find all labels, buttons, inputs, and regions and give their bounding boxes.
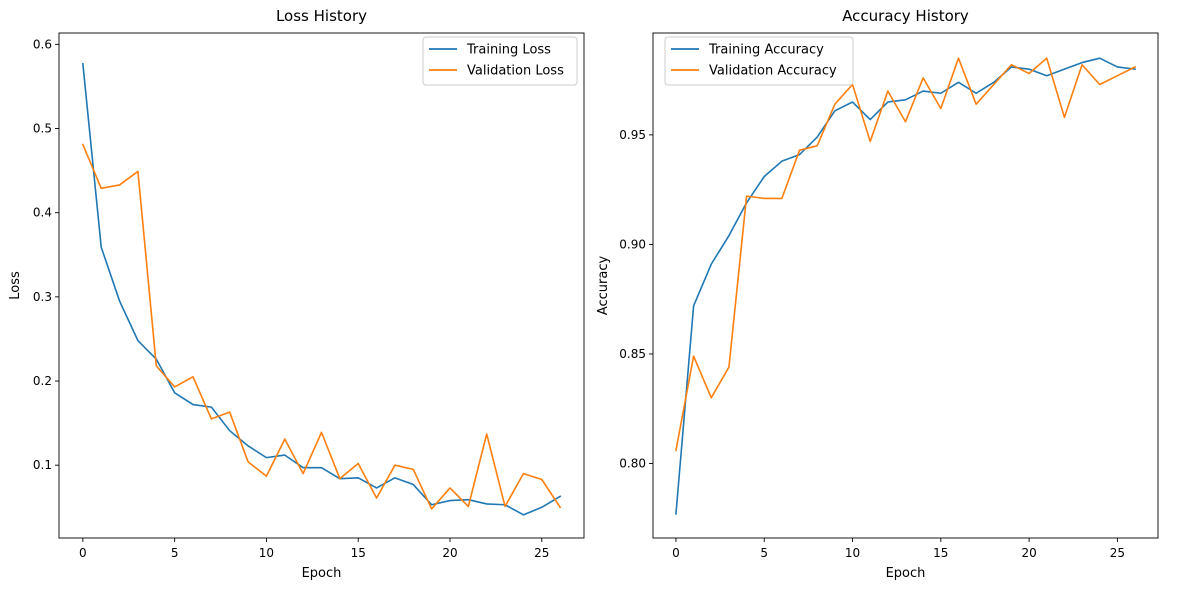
x-tick-label: 5 xyxy=(171,546,179,560)
series-line-validation-loss xyxy=(81,143,562,510)
x-tick-label: 5 xyxy=(760,546,768,560)
y-tick-label: 0.95 xyxy=(619,128,646,142)
x-tick-label: 10 xyxy=(845,546,860,560)
legend-label: Validation Loss xyxy=(467,64,564,79)
y-tick-label: 0.4 xyxy=(33,206,52,220)
x-tick-label: 0 xyxy=(672,546,680,560)
x-axis-label: Epoch xyxy=(886,566,926,581)
x-tick-label: 0 xyxy=(79,546,87,560)
series-line-training-loss xyxy=(81,62,562,516)
y-tick-label: 0.6 xyxy=(33,37,52,51)
legend-box xyxy=(422,36,578,86)
x-tick-label: 20 xyxy=(442,546,457,560)
y-tick-label: 0.80 xyxy=(619,457,646,471)
legend-label: Training Loss xyxy=(466,43,551,58)
y-tick-label: 0.1 xyxy=(33,458,52,472)
y-axis-label: Accuracy xyxy=(596,256,611,316)
x-tick-label: 15 xyxy=(933,546,948,560)
y-tick-label: 0.90 xyxy=(619,237,646,251)
legend-label: Training Accuracy xyxy=(708,43,824,58)
legend: Training Loss Validation Loss xyxy=(422,36,578,86)
x-axis-label: Epoch xyxy=(302,566,342,581)
x-tick-label: 10 xyxy=(259,546,274,560)
chart-title: Accuracy History xyxy=(842,7,969,25)
axes-frame xyxy=(58,32,585,539)
series-line-training-accuracy xyxy=(675,57,1136,515)
axes-frame xyxy=(652,32,1159,539)
accuracy-history-chart: 0 5 10 15 20 25 0.80 0.85 0.90 0.95 Accuracy Histo… xyxy=(596,7,1159,581)
x-tick-label: 20 xyxy=(1021,546,1036,560)
legend-box xyxy=(664,36,854,86)
x-tick-label: 25 xyxy=(1110,546,1125,560)
y-tick-label: 0.85 xyxy=(619,347,646,361)
chart-title: Loss History xyxy=(276,7,367,25)
y-tick-label: 0.2 xyxy=(33,374,52,388)
y-axis-label: Loss xyxy=(8,271,23,300)
legend: Training Accuracy Validation Accuracy xyxy=(664,36,854,86)
series-line-validation-accuracy xyxy=(675,57,1137,452)
y-tick-label: 0.5 xyxy=(33,122,52,136)
y-tick-label: 0.3 xyxy=(33,290,52,304)
loss-history-chart: 0 5 10 15 20 25 0.1 0.2 0.3 0.4 0.5 0.6 Loss History… xyxy=(8,7,585,581)
x-tick-label: 25 xyxy=(534,546,549,560)
x-tick-label: 15 xyxy=(351,546,366,560)
legend-label: Validation Accuracy xyxy=(709,64,837,79)
